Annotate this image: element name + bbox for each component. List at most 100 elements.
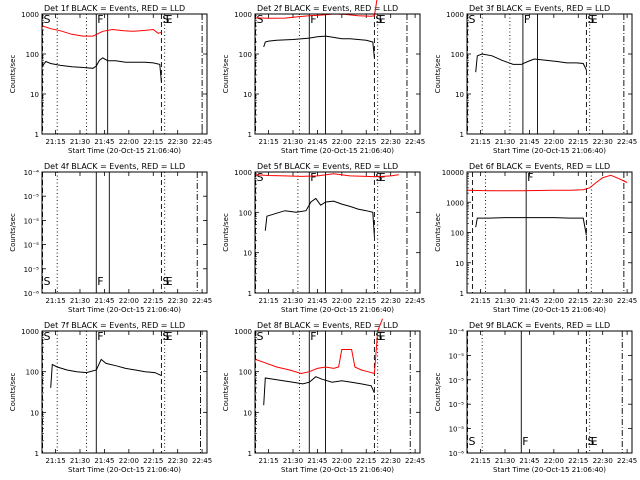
series-lld xyxy=(255,318,383,375)
x-tick-label: 22:00 xyxy=(119,297,139,305)
y-tick-label: 10⁻⁶ xyxy=(24,290,40,298)
x-tick-label: 21:45 xyxy=(519,297,539,305)
y-tick-label: 10⁻⁵ xyxy=(24,193,40,201)
panel-title: Det 9f BLACK = Events, RED = LLD xyxy=(469,321,610,330)
x-tick-label: 22:30 xyxy=(381,457,401,465)
panel-3f: Det 3f BLACK = Events, RED = LLD Counts/s… xyxy=(434,4,637,155)
marker-label: S xyxy=(162,13,169,26)
marker-label: F xyxy=(97,330,103,343)
series-events xyxy=(50,358,162,388)
x-tick-label: 22:15 xyxy=(143,457,163,465)
x-tick-label: 22:30 xyxy=(381,297,401,305)
x-tick-label: 21:15 xyxy=(258,297,278,305)
x-tick-label: 22:45 xyxy=(405,138,425,146)
y-tick-label: 100 xyxy=(239,209,252,217)
y-tick-label: 100 xyxy=(239,369,252,377)
x-tick-label: 21:30 xyxy=(495,297,515,305)
series-events xyxy=(42,57,162,83)
y-tick-label: 10⁻⁵ xyxy=(24,217,40,225)
marker-label: F xyxy=(310,171,316,184)
y-tick-label: 100 xyxy=(451,51,464,59)
y-axis-label: Counts/sec xyxy=(222,373,230,412)
y-tick-label: 1000 xyxy=(21,11,39,19)
series-events xyxy=(263,35,375,58)
x-axis-label: Start Time (20-Oct-15 21:06:40) xyxy=(281,306,394,314)
marker-label: E xyxy=(591,435,598,448)
x-tick-label: 21:15 xyxy=(258,138,278,146)
y-tick-label: 1 xyxy=(460,290,464,298)
x-tick-label: 22:15 xyxy=(356,457,376,465)
y-axis-label: Counts/sec xyxy=(9,213,17,252)
x-axis-label: Start Time (20-Oct-15 21:06:40) xyxy=(493,306,606,314)
marker-label: E xyxy=(379,13,386,26)
marker-label: S xyxy=(375,13,382,26)
x-tick-label: 21:45 xyxy=(94,457,114,465)
marker-label: S xyxy=(257,171,264,184)
x-tick-label: 21:15 xyxy=(470,138,490,146)
x-tick-label: 21:45 xyxy=(94,138,114,146)
y-tick-label: 1 xyxy=(460,131,464,139)
y-tick-label: 10⁻⁵ xyxy=(449,377,465,385)
marker-label: E xyxy=(379,171,386,184)
x-tick-label: 21:45 xyxy=(307,297,327,305)
panel-title: Det 2f BLACK = Events, RED = LLD xyxy=(257,4,398,13)
marker-label: F xyxy=(522,435,528,448)
series-events xyxy=(264,197,375,237)
plot-frame xyxy=(466,13,633,135)
x-tick-label: 22:15 xyxy=(143,297,163,305)
x-tick-label: 22:00 xyxy=(332,297,352,305)
y-axis-label: Counts/sec xyxy=(9,55,17,94)
y-tick-label: 100 xyxy=(239,51,252,59)
panel-2f: Det 2f BLACK = Events, RED = LLD Counts/s… xyxy=(222,0,425,155)
x-tick-label: 22:15 xyxy=(356,138,376,146)
x-tick-label: 22:45 xyxy=(192,297,212,305)
x-tick-label: 21:30 xyxy=(283,138,303,146)
y-tick-label: 100 xyxy=(26,51,39,59)
x-tick-label: 21:15 xyxy=(45,138,65,146)
x-tick-label: 21:45 xyxy=(307,138,327,146)
series-events xyxy=(475,217,587,236)
x-tick-label: 22:00 xyxy=(544,297,564,305)
y-tick-label: 1 xyxy=(248,290,252,298)
y-axis-label: Counts/sec xyxy=(434,373,442,412)
x-tick-label: 22:45 xyxy=(192,138,212,146)
x-tick-label: 22:15 xyxy=(143,138,163,146)
marker-label: E xyxy=(379,330,386,343)
marker-label: S xyxy=(162,330,169,343)
x-axis-label: Start Time (20-Oct-15 21:06:40) xyxy=(68,147,181,155)
x-tick-label: 22:30 xyxy=(168,297,188,305)
plot-frame xyxy=(466,330,633,454)
y-tick-label: 1000 xyxy=(234,328,252,336)
panel-7f: Det 7f BLACK = Events, RED = LLD Counts/s… xyxy=(9,321,212,474)
y-tick-label: 10000 xyxy=(442,169,464,177)
marker-label: S xyxy=(257,13,264,26)
panel-6f: Det 6f BLACK = Events, RED = LLD Counts/s… xyxy=(434,162,637,314)
panel-title: Det 8f BLACK = Events, RED = LLD xyxy=(257,321,398,330)
panel-title: Det 4f BLACK = Events, RED = LLD xyxy=(44,162,185,171)
y-tick-label: 10 xyxy=(243,91,252,99)
x-tick-label: 22:45 xyxy=(617,138,637,146)
y-tick-label: 1000 xyxy=(234,169,252,177)
y-tick-label: 10 xyxy=(243,250,252,258)
plot-frame xyxy=(254,13,421,135)
marker-label: E xyxy=(166,13,173,26)
panel-9f: Det 9f BLACK = Events, RED = LLD Counts/s… xyxy=(434,321,637,474)
panel-title: Det 6f BLACK = Events, RED = LLD xyxy=(469,162,610,171)
x-tick-label: 21:15 xyxy=(45,297,65,305)
x-tick-label: 22:15 xyxy=(568,138,588,146)
y-tick-label: 1000 xyxy=(21,328,39,336)
series-lld xyxy=(255,173,399,178)
y-tick-label: 10⁻⁴ xyxy=(449,328,465,336)
x-tick-label: 22:00 xyxy=(332,138,352,146)
plot-frame xyxy=(41,13,208,135)
x-tick-label: 22:45 xyxy=(617,457,637,465)
y-tick-label: 10 xyxy=(455,260,464,268)
y-tick-label: 1000 xyxy=(446,11,464,19)
series-lld xyxy=(42,25,162,37)
x-tick-label: 21:45 xyxy=(307,457,327,465)
x-tick-label: 22:30 xyxy=(168,138,188,146)
marker-label: S xyxy=(469,13,476,26)
x-tick-label: 22:30 xyxy=(593,457,613,465)
x-tick-label: 22:00 xyxy=(544,457,564,465)
